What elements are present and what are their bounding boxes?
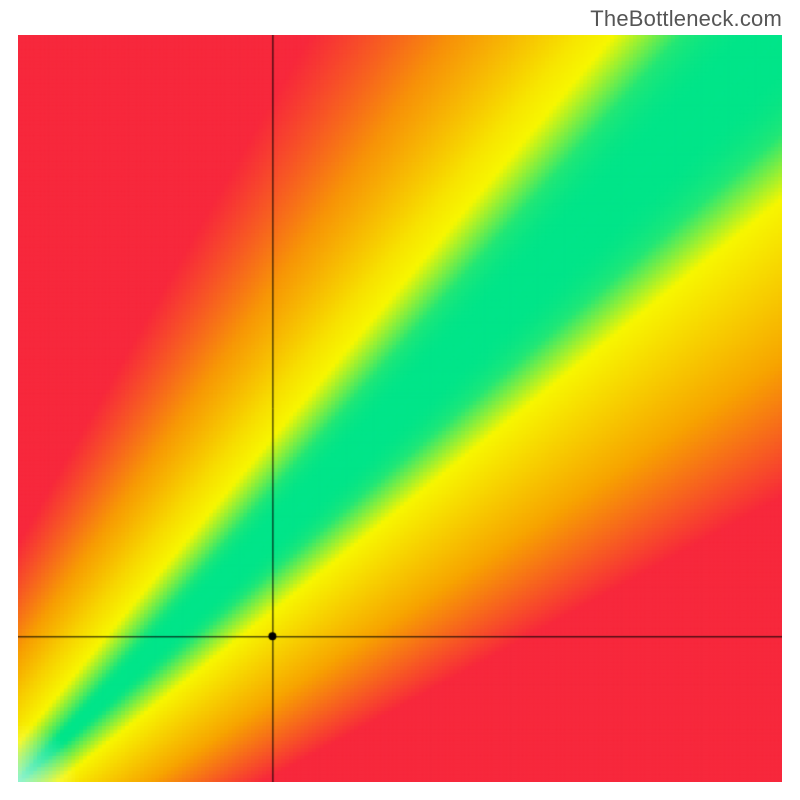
- plot-area: [18, 35, 782, 782]
- watermark-text: TheBottleneck.com: [590, 6, 782, 32]
- chart-container: TheBottleneck.com: [0, 0, 800, 800]
- heatmap-canvas: [18, 35, 782, 782]
